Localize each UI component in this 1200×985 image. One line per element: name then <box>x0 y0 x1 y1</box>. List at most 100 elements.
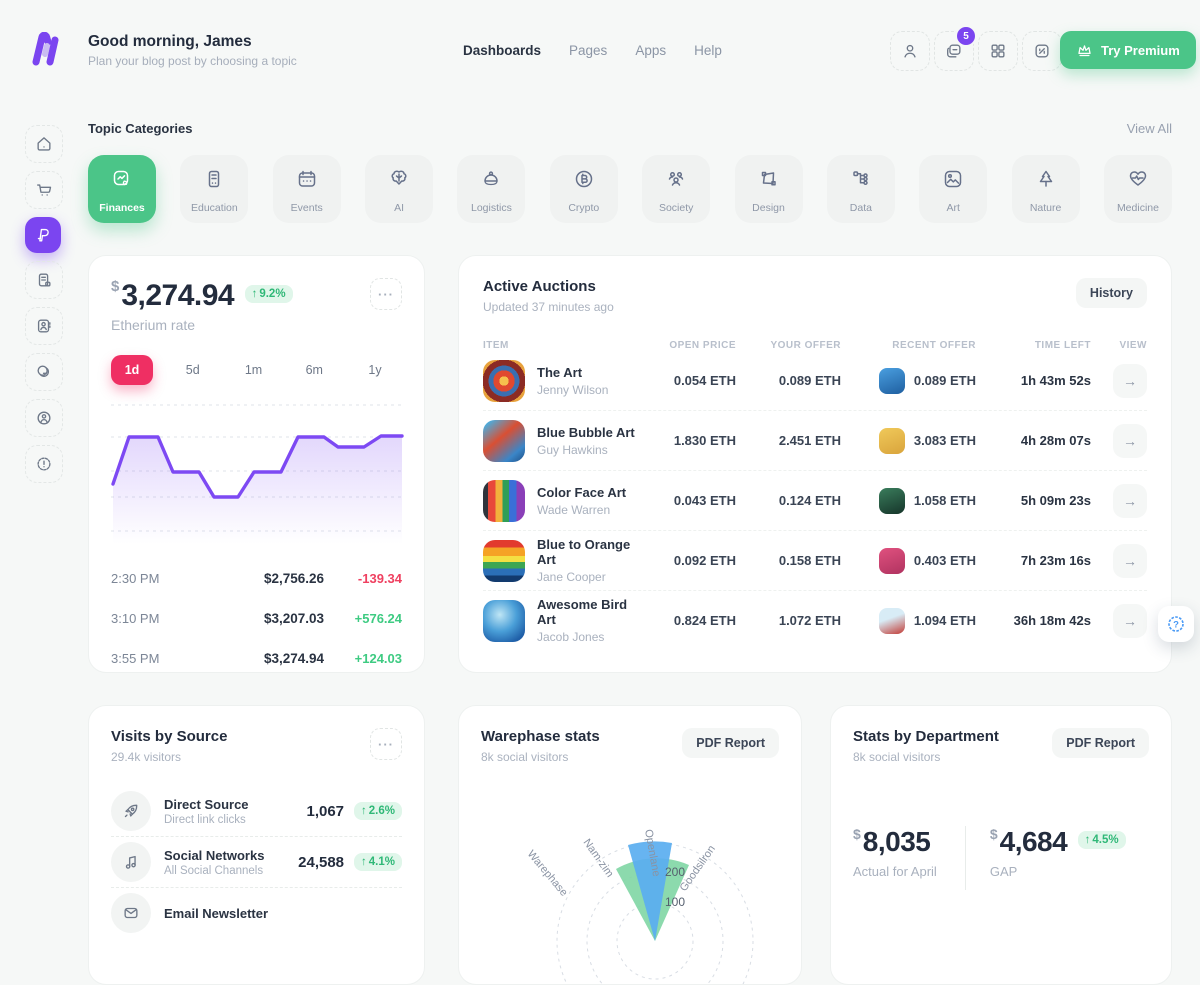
bidder-avatar <box>878 367 905 394</box>
nav-pages[interactable]: Pages <box>569 43 608 58</box>
rocket-icon <box>124 804 138 818</box>
source-desc: Direct link clicks <box>164 813 246 826</box>
eth-more-button[interactable]: ··· <box>370 278 402 310</box>
row-value: $3,207.03 <box>263 610 324 626</box>
topic-card-nature[interactable]: Nature <box>1011 155 1080 223</box>
nav-help[interactable]: Help <box>694 43 722 58</box>
row-time: 3:10 PM <box>111 610 160 626</box>
dept-pdf-button[interactable]: PDF Report <box>1052 728 1149 758</box>
recent-offer: 1.058 ETH <box>913 493 976 508</box>
auction-item-name: Blue Bubble Art <box>537 424 635 440</box>
auction-row: Blue Bubble Art Guy Hawkins 1.830 ETH 2.… <box>483 410 1147 470</box>
topic-card-data[interactable]: Data <box>826 155 895 223</box>
your-offer: 0.158 ETH <box>778 553 841 568</box>
auction-thumbnail <box>483 599 525 642</box>
warephase-pdf-button[interactable]: PDF Report <box>682 728 779 758</box>
range-tab-1d[interactable]: 1d <box>111 355 153 385</box>
sidebar-item-profile[interactable] <box>25 399 63 437</box>
view-auction-button[interactable]: → <box>1113 603 1147 638</box>
gap-change-badge: ↑ 4.5% <box>1077 831 1126 849</box>
sidebar-item-contacts[interactable] <box>25 307 63 345</box>
visits-more-button[interactable]: ··· <box>370 728 402 760</box>
topic-card-art[interactable]: Art <box>919 155 988 223</box>
view-all-link[interactable]: View All <box>1126 121 1172 136</box>
range-tab-6m[interactable]: 6m <box>305 363 323 377</box>
visit-source-item: Social Networks All Social Channels 24,5… <box>111 836 402 887</box>
auction-item-name: The Art <box>537 364 583 380</box>
auctions-title: Active Auctions <box>483 278 596 295</box>
eth-history-row: 3:55 PM $3,274.94 +124.03 <box>111 638 402 678</box>
topic-label: Design <box>752 202 785 214</box>
topic-card-finances[interactable]: Finances <box>88 155 156 223</box>
view-auction-button[interactable]: → <box>1113 543 1147 578</box>
bag-icon <box>484 171 499 186</box>
range-tab-1m[interactable]: 1m <box>244 363 263 377</box>
account-button[interactable] <box>890 31 930 71</box>
sidebar-item-alerts[interactable] <box>25 445 63 483</box>
apps-button[interactable] <box>978 31 1018 71</box>
range-tab-5d[interactable]: 5d <box>185 363 200 377</box>
arrow-up-icon: ↑ <box>361 805 367 817</box>
source-name: Email Newsletter <box>164 905 269 921</box>
topic-card-events[interactable]: Events <box>272 155 341 223</box>
sidebar-item-invoices[interactable] <box>25 261 63 299</box>
help-button[interactable]: ? <box>1158 606 1194 642</box>
paypal-icon <box>37 228 49 242</box>
hierarchy-icon <box>853 171 868 186</box>
image-icon <box>944 170 962 188</box>
view-auction-button[interactable]: → <box>1113 363 1147 398</box>
try-premium-button[interactable]: Try Premium <box>1060 31 1196 69</box>
visit-source-item: Email Newsletter <box>111 887 402 938</box>
stat-value: 8,035 <box>862 826 931 857</box>
arrow-up-icon: ↑ <box>251 288 258 300</box>
sidebar-item-payments[interactable] <box>25 217 61 253</box>
topic-label: Data <box>849 202 872 214</box>
polar-label-warephase: Warephase <box>525 848 570 898</box>
auction-author: Jenny Wilson <box>537 382 609 397</box>
view-auction-button[interactable]: → <box>1113 423 1147 458</box>
active-auctions-card: Active Auctions Updated 37 minutes ago H… <box>458 255 1172 673</box>
row-value: $2,756.26 <box>263 570 324 586</box>
row-change: -139.34 <box>357 570 402 586</box>
nav-dashboards[interactable]: Dashboards <box>463 43 542 58</box>
sidebar-item-home[interactable] <box>25 125 63 163</box>
range-tab-1y[interactable]: 1y <box>368 363 382 377</box>
messages-button[interactable]: 5 <box>934 25 977 71</box>
stat-value: 4,684 <box>999 826 1068 857</box>
col-recent-offer: RECENT OFFER <box>892 340 976 351</box>
auction-thumbnail <box>483 359 525 402</box>
svg-text:?: ? <box>1173 619 1179 630</box>
topic-card-education[interactable]: Education <box>180 155 249 223</box>
view-auction-button[interactable]: → <box>1113 483 1147 518</box>
topic-card-crypto[interactable]: Crypto <box>549 155 618 223</box>
source-value: 1,067 <box>306 802 345 820</box>
topic-card-logistics[interactable]: Logistics <box>457 155 526 223</box>
auction-row: Blue to Orange Art Jane Cooper 0.092 ETH… <box>483 530 1147 590</box>
topic-card-ai[interactable]: AI <box>365 155 434 223</box>
nav-apps[interactable]: Apps <box>635 43 667 58</box>
open-price: 0.824 ETH <box>673 613 736 628</box>
sidebar-item-messages[interactable] <box>25 353 63 391</box>
dept-stat-actual: $8,035 Actual for April <box>853 826 937 879</box>
open-price: 0.054 ETH <box>673 373 736 388</box>
eth-change-badge: ↑ 9.2% <box>244 285 293 303</box>
time-left: 1h 43m 52s <box>1020 373 1091 388</box>
alert-badge-icon <box>37 457 51 471</box>
source-desc: All Social Channels <box>164 864 264 877</box>
analytics-button[interactable] <box>1022 31 1062 71</box>
source-name: Social Networks <box>164 847 265 863</box>
auction-row: Awesome Bird Art Jacob Jones 0.824 ETH 1… <box>483 590 1147 650</box>
recent-offer: 0.403 ETH <box>913 553 976 568</box>
topic-card-society[interactable]: Society <box>642 155 711 223</box>
bidder-avatar <box>878 487 905 514</box>
logo-icon <box>32 32 59 66</box>
auction-row: Color Face Art Wade Warren 0.043 ETH 0.1… <box>483 470 1147 530</box>
history-button[interactable]: History <box>1075 278 1147 308</box>
topic-card-design[interactable]: Design <box>734 155 803 223</box>
app-logo[interactable] <box>28 32 64 66</box>
sidebar-item-shop[interactable] <box>25 171 63 209</box>
col-item: ITEM <box>483 340 509 351</box>
topic-card-medicine[interactable]: Medicine <box>1103 155 1172 223</box>
eth-value: $3,274.94 ↑ 9.2% <box>111 278 293 313</box>
eth-line-chart <box>111 404 404 544</box>
